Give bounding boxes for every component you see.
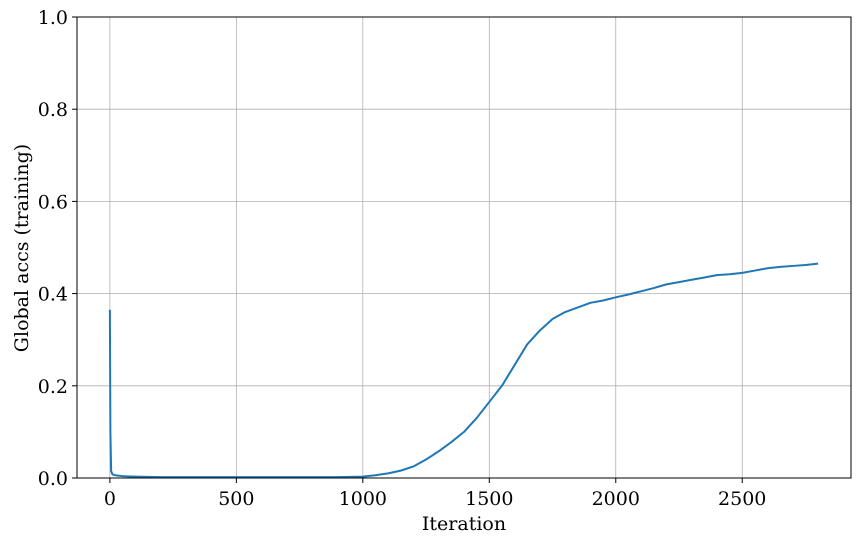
y-tick-label: 0.6	[38, 191, 68, 213]
x-tick-label: 1000	[339, 488, 387, 510]
y-tick-label: 0.4	[38, 284, 68, 306]
y-axis-label: Global accs (training)	[11, 144, 33, 352]
y-tick-label: 1.0	[38, 7, 68, 29]
x-tick-label: 1500	[465, 488, 513, 510]
y-tick-label: 0.8	[38, 99, 68, 121]
grid-lines	[77, 16, 851, 479]
y-tick-label: 0.0	[38, 468, 68, 490]
x-tick-label: 0	[104, 488, 116, 510]
plot-frame	[76, 16, 852, 479]
series-line-0	[108, 262, 819, 479]
y-tick-label: 0.2	[38, 376, 68, 398]
x-tick-label: 500	[218, 488, 254, 510]
x-axis-label: Iteration	[422, 513, 506, 535]
x-tick-label: 2500	[718, 488, 766, 510]
axis-ticks: 0 500 1000 1500 2000 2500 0.0 0.2 0.4 0.6 0.8 1.0	[38, 7, 767, 510]
series-group	[108, 262, 819, 479]
x-tick-label: 2000	[592, 488, 640, 510]
